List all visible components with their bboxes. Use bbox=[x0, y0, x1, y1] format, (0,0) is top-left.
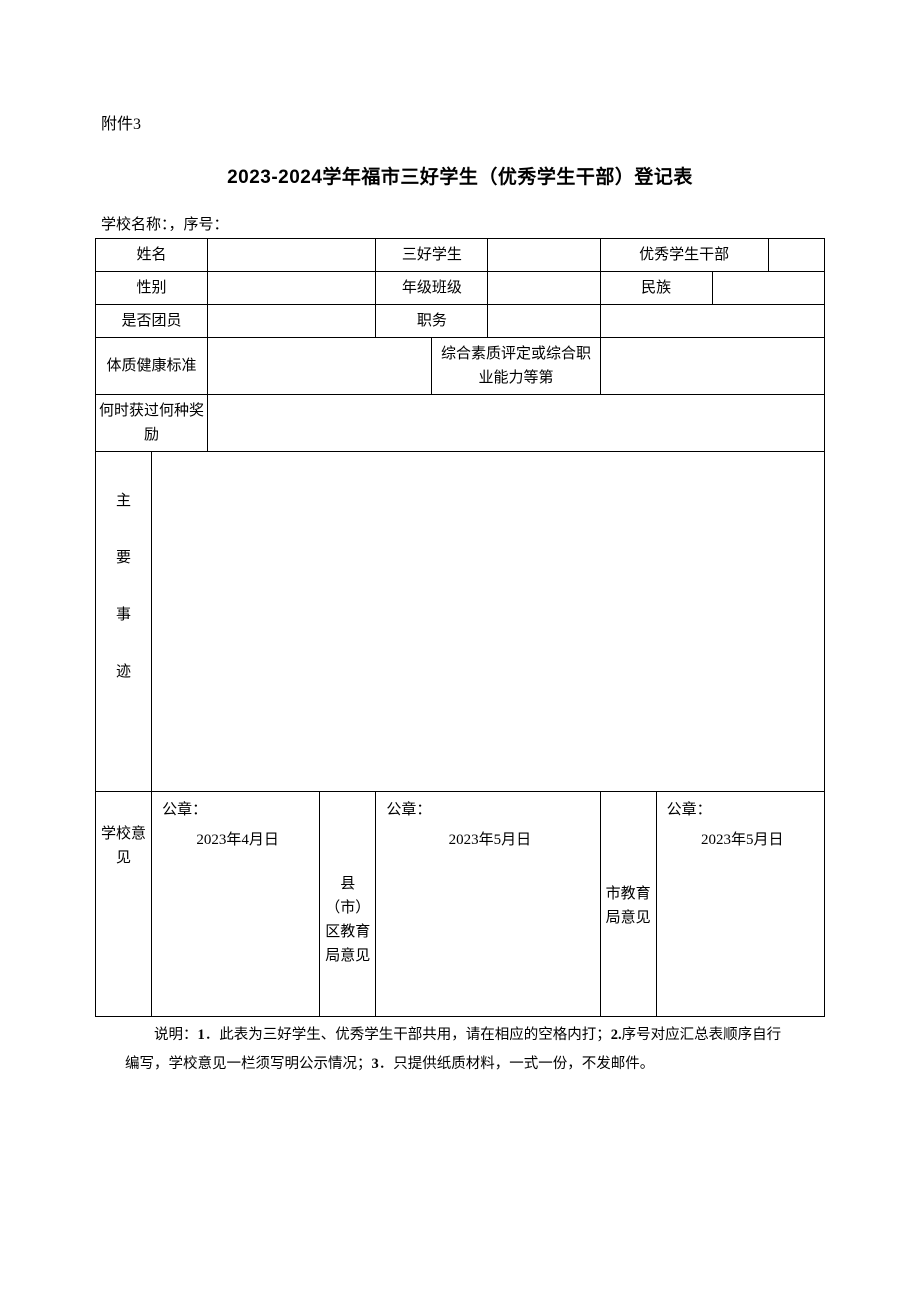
shiji-value bbox=[152, 452, 825, 792]
city-opinion-label: 市教育局意见 bbox=[600, 792, 656, 1017]
jiangli-label: 何时获过何种奖励 bbox=[96, 395, 208, 452]
zonghe-value bbox=[600, 338, 824, 395]
zhiwu-label: 职务 bbox=[376, 305, 488, 338]
sanhao-label: 三好学生 bbox=[376, 239, 488, 272]
gender-value bbox=[208, 272, 376, 305]
zhiwu-value bbox=[488, 305, 600, 338]
date-school: 2023年4月日 bbox=[162, 828, 313, 852]
seal-label: 公章： bbox=[667, 798, 818, 822]
table-row: 学校意见 公章： 2023年4月日 县（市）区教育局意见 公章： 2023年5月… bbox=[96, 792, 825, 1017]
gender-label: 性别 bbox=[96, 272, 208, 305]
notes-text-3: ．只提供纸质材料，一式一份，不发邮件。 bbox=[379, 1056, 655, 1072]
shiji-char-3: 事 bbox=[98, 596, 149, 635]
attachment-label: 附件3 bbox=[101, 110, 825, 134]
county-opinion-label: 县（市）区教育局意见 bbox=[320, 792, 376, 1017]
tuanyuan-value bbox=[208, 305, 376, 338]
city-opinion-body: 公章： 2023年5月日 bbox=[656, 792, 824, 1017]
grade-value bbox=[488, 272, 600, 305]
school-opinion-label: 学校意见 bbox=[96, 792, 152, 1017]
school-name-line: 学校名称：，序号： bbox=[101, 213, 825, 234]
notes-num-2: 2. bbox=[611, 1027, 622, 1043]
ethnic-value bbox=[712, 272, 824, 305]
youxiu-value bbox=[768, 239, 824, 272]
tizhi-label: 体质健康标准 bbox=[96, 338, 208, 395]
seal-label: 公章： bbox=[162, 798, 313, 822]
county-opinion-body: 公章： 2023年5月日 bbox=[376, 792, 600, 1017]
shiji-char-4: 迹 bbox=[98, 653, 149, 692]
notes-num-3: 3 bbox=[372, 1056, 379, 1072]
table-row: 姓名 三好学生 优秀学生干部 bbox=[96, 239, 825, 272]
table-row: 体质健康标准 综合素质评定或综合职业能力等第 bbox=[96, 338, 825, 395]
table-row: 性别 年级班级 民族 bbox=[96, 272, 825, 305]
table-row: 何时获过何种奖励 bbox=[96, 395, 825, 452]
zhiwu-extra bbox=[600, 305, 824, 338]
notes-text-1: ．此表为三好学生、优秀学生干部共用，请在相应的空格内打； bbox=[205, 1027, 611, 1043]
school-opinion-body: 公章： 2023年4月日 bbox=[152, 792, 320, 1017]
tizhi-value bbox=[208, 338, 432, 395]
table-row: 是否团员 职务 bbox=[96, 305, 825, 338]
ethnic-label: 民族 bbox=[600, 272, 712, 305]
registration-table: 姓名 三好学生 优秀学生干部 性别 年级班级 民族 是否团员 职务 体质健康标准… bbox=[95, 238, 825, 1017]
table-row: 主 要 事 迹 bbox=[96, 452, 825, 792]
name-label: 姓名 bbox=[96, 239, 208, 272]
shiji-char-2: 要 bbox=[98, 539, 149, 578]
seal-label: 公章： bbox=[386, 798, 593, 822]
shiji-char-1: 主 bbox=[98, 482, 149, 521]
sanhao-value bbox=[488, 239, 600, 272]
notes-prefix: 说明： bbox=[154, 1027, 198, 1043]
tuanyuan-label: 是否团员 bbox=[96, 305, 208, 338]
notes-paragraph: 说明：1．此表为三好学生、优秀学生干部共用，请在相应的空格内打；2.序号对应汇总… bbox=[95, 1021, 825, 1079]
date-county: 2023年5月日 bbox=[386, 828, 593, 852]
name-value bbox=[208, 239, 376, 272]
zonghe-label: 综合素质评定或综合职业能力等第 bbox=[432, 338, 600, 395]
shiji-label: 主 要 事 迹 bbox=[96, 452, 152, 792]
jiangli-value bbox=[208, 395, 825, 452]
date-city: 2023年5月日 bbox=[667, 828, 818, 852]
youxiu-label: 优秀学生干部 bbox=[600, 239, 768, 272]
notes-num-1: 1 bbox=[198, 1027, 205, 1043]
grade-label: 年级班级 bbox=[376, 272, 488, 305]
page-title: 2023-2024学年福市三好学生（优秀学生干部）登记表 bbox=[95, 162, 825, 189]
